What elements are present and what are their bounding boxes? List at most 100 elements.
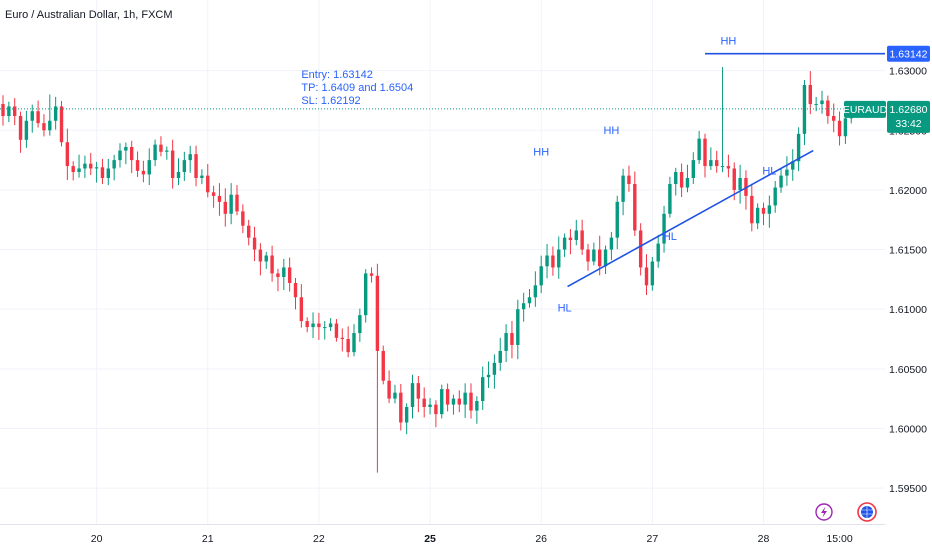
time-axis[interactable]: 20 21 22 25 26 27 28 15:00	[91, 533, 853, 545]
symbol-badge: EURAUD	[843, 104, 888, 116]
candle-body	[679, 172, 684, 188]
candle-body	[843, 118, 848, 137]
candle-body	[434, 404, 438, 415]
candle-body	[814, 104, 818, 106]
candle-body	[77, 168, 81, 173]
candle-body	[551, 255, 555, 268]
candle-body	[328, 323, 333, 328]
candle-body	[194, 154, 198, 178]
candle-body	[440, 389, 444, 415]
higher-low-label: HL	[558, 303, 572, 315]
candle-body	[638, 230, 643, 268]
candle-body	[135, 160, 140, 171]
candle-body	[726, 166, 731, 169]
candle-body	[282, 267, 286, 277]
candle-body	[346, 339, 350, 353]
candle-body	[627, 175, 631, 184]
annotation-take-profit: TP: 1.6409 and 1.6504	[301, 82, 413, 94]
candle-body	[305, 321, 309, 328]
candle-body	[94, 167, 99, 169]
candle-body	[451, 398, 456, 405]
candle-body	[697, 138, 701, 161]
target-price-label: 1.63142	[890, 49, 928, 61]
candle-body	[276, 273, 280, 277]
candle-body	[779, 175, 783, 188]
candle-body	[475, 401, 479, 411]
x-tick-label: 28	[758, 533, 770, 545]
y-tick-label: 1.61000	[889, 304, 927, 316]
candle-body	[334, 323, 339, 338]
candle-body	[71, 166, 75, 173]
candle-body	[674, 172, 678, 184]
candle-body	[568, 237, 573, 241]
candlestick-series	[1, 67, 853, 473]
candle-body	[13, 106, 17, 116]
candle-body	[165, 150, 169, 152]
y-tick-label: 1.60000	[889, 423, 927, 435]
x-tick-label: 15:00	[826, 533, 852, 545]
candle-body	[837, 120, 842, 137]
candle-body	[457, 398, 461, 405]
candle-body	[130, 146, 134, 161]
candle-body	[469, 392, 473, 411]
current-price-tag: EURAUD 1.62680 33:42	[843, 100, 930, 133]
candle-body	[287, 267, 292, 283]
candle-body	[381, 350, 385, 381]
candle-body	[709, 160, 713, 167]
candle-body	[615, 201, 619, 238]
higher-low-label: HL	[663, 231, 677, 243]
candle-body	[170, 150, 175, 178]
candle-body	[89, 163, 93, 169]
candle-body	[832, 115, 836, 121]
candle-body	[703, 138, 707, 167]
candle-body	[621, 175, 625, 202]
x-tick-label: 26	[535, 533, 547, 545]
candle-body	[527, 297, 532, 304]
candle-body	[486, 374, 491, 378]
candle-body	[264, 255, 268, 262]
candle-body	[252, 237, 257, 250]
higher-high-label: HH	[720, 35, 736, 47]
candle-body	[258, 249, 263, 262]
candle-body	[598, 249, 602, 267]
candle-body	[755, 207, 760, 224]
candle-body	[633, 183, 637, 231]
x-tick-label: 27	[647, 533, 659, 545]
flag-icon[interactable]	[857, 502, 877, 522]
candle-body	[118, 150, 122, 161]
candle-body	[141, 170, 146, 175]
candle-body	[650, 261, 655, 286]
support-trendline	[567, 149, 814, 288]
candle-body	[767, 205, 772, 214]
candle-body	[83, 163, 87, 169]
candle-body	[668, 183, 672, 214]
candle-body	[18, 115, 23, 140]
candle-body	[369, 273, 374, 276]
candle-body	[445, 389, 450, 405]
candle-body	[516, 309, 520, 345]
candle-body	[65, 142, 70, 167]
candle-body	[7, 106, 11, 116]
higher-low-label: HL	[762, 165, 776, 177]
candle-body	[229, 194, 233, 214]
candle-body	[510, 333, 514, 345]
candle-body	[147, 160, 151, 175]
candle-body	[738, 178, 742, 190]
current-price-label: 1.62680	[890, 104, 928, 116]
candle-body	[270, 255, 274, 274]
candle-body	[504, 333, 508, 351]
candle-body	[750, 195, 754, 224]
candle-body	[159, 144, 163, 152]
candle-body	[106, 168, 110, 178]
candle-body	[24, 120, 29, 140]
candle-body	[761, 207, 766, 214]
candle-body	[299, 297, 304, 322]
candle-body	[416, 383, 421, 399]
candle-body	[247, 225, 251, 238]
lightning-icon[interactable]	[815, 503, 833, 521]
candle-body	[808, 84, 812, 105]
y-tick-label: 1.60500	[889, 364, 927, 376]
candle-body	[796, 133, 801, 162]
candle-body	[112, 160, 116, 169]
